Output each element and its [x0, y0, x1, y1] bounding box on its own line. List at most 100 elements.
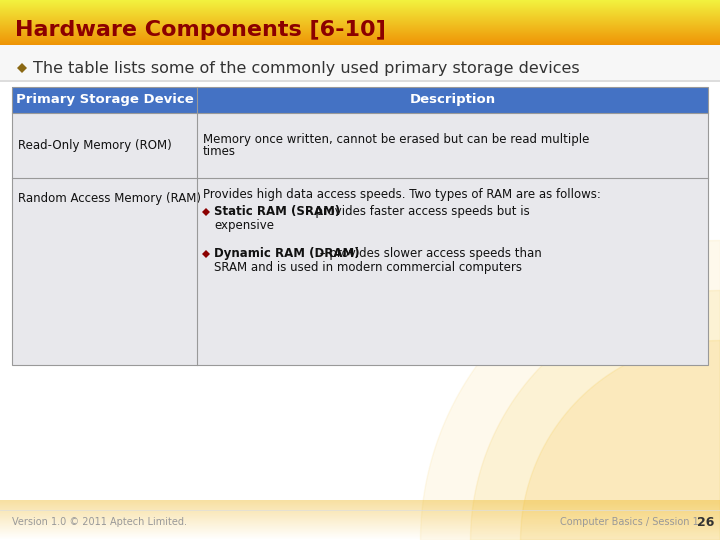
Bar — [0, 8, 720, 9]
Bar — [0, 16, 720, 17]
Bar — [0, 525, 720, 526]
Text: expensive: expensive — [214, 219, 274, 232]
Text: Read-Only Memory (ROM): Read-Only Memory (ROM) — [18, 139, 172, 152]
Bar — [0, 57, 720, 59]
Text: Dynamic RAM (DRAM): Dynamic RAM (DRAM) — [214, 247, 359, 260]
Bar — [0, 503, 720, 504]
Bar — [0, 46, 720, 48]
Bar — [0, 17, 720, 18]
Text: – provides faster access speeds but is: – provides faster access speeds but is — [302, 206, 530, 219]
Bar — [0, 0, 720, 1]
Bar — [0, 37, 720, 39]
Bar — [0, 23, 720, 24]
Text: Provides high data access speeds. Two types of RAM are as follows:: Provides high data access speeds. Two ty… — [203, 188, 601, 201]
Bar — [0, 2, 720, 4]
Bar — [0, 539, 720, 540]
Text: Computer Basics / Session 1: Computer Basics / Session 1 — [560, 517, 698, 527]
Bar — [0, 37, 720, 38]
Bar — [0, 30, 720, 31]
Bar — [0, 508, 720, 509]
Bar — [0, 68, 720, 69]
Bar — [0, 14, 720, 15]
Bar — [0, 21, 720, 22]
Bar — [0, 16, 720, 17]
Bar — [0, 49, 720, 50]
Bar — [0, 24, 720, 25]
Bar — [0, 33, 720, 35]
Bar — [0, 65, 720, 66]
Bar — [0, 19, 720, 22]
Bar — [0, 29, 720, 31]
Bar — [0, 532, 720, 533]
Bar — [0, 39, 720, 41]
Bar — [0, 518, 720, 519]
Bar — [0, 6, 720, 8]
Bar — [0, 37, 720, 39]
Bar — [0, 59, 720, 62]
Bar — [0, 24, 720, 26]
Bar — [0, 523, 720, 524]
Bar — [0, 527, 720, 528]
Bar — [0, 38, 720, 40]
Bar — [0, 17, 720, 19]
Bar — [0, 2, 720, 3]
Bar — [0, 12, 720, 14]
Bar — [0, 3, 720, 5]
Bar — [0, 535, 720, 536]
Bar — [0, 519, 720, 520]
Bar — [0, 526, 720, 527]
Bar — [0, 15, 720, 16]
Bar — [0, 61, 720, 63]
Bar — [0, 531, 720, 532]
Bar — [0, 29, 720, 30]
Bar — [0, 21, 720, 23]
Bar — [12, 113, 708, 178]
Bar — [0, 50, 720, 52]
Text: Hardware Components [6-10]: Hardware Components [6-10] — [15, 20, 386, 40]
Bar — [0, 516, 720, 517]
Bar — [0, 78, 720, 80]
Bar — [0, 51, 720, 53]
Text: Description: Description — [410, 93, 495, 106]
Bar — [0, 534, 720, 535]
Bar — [0, 22, 720, 24]
Bar — [0, 43, 720, 44]
Bar — [0, 19, 720, 21]
Bar — [0, 26, 720, 28]
Bar — [0, 528, 720, 529]
Bar — [0, 529, 720, 530]
Bar — [0, 53, 720, 55]
Text: Random Access Memory (RAM): Random Access Memory (RAM) — [18, 192, 201, 205]
Bar — [0, 530, 720, 531]
Bar — [0, 517, 720, 518]
Text: Primary Storage Device: Primary Storage Device — [16, 93, 194, 106]
Bar — [0, 17, 720, 19]
Bar — [0, 3, 720, 5]
Text: 26: 26 — [697, 516, 714, 529]
Bar — [0, 522, 720, 523]
Bar — [0, 506, 720, 507]
Bar — [0, 513, 720, 514]
Bar — [0, 9, 720, 10]
Bar — [0, 74, 720, 76]
Bar — [0, 70, 720, 72]
Bar — [12, 178, 708, 365]
Text: times: times — [203, 145, 236, 158]
Bar — [0, 512, 720, 513]
Bar — [0, 515, 720, 516]
Bar — [0, 5, 720, 6]
Bar — [0, 511, 720, 512]
Bar — [0, 521, 720, 522]
Bar — [0, 33, 720, 35]
Bar — [0, 42, 720, 43]
Bar — [0, 10, 720, 12]
Bar — [0, 45, 720, 47]
Bar — [0, 504, 720, 505]
Bar — [0, 41, 720, 43]
Bar — [0, 39, 720, 42]
Bar — [0, 14, 720, 16]
Bar — [0, 62, 720, 64]
Bar — [0, 58, 720, 60]
Bar — [0, 71, 720, 73]
Bar — [0, 5, 720, 7]
